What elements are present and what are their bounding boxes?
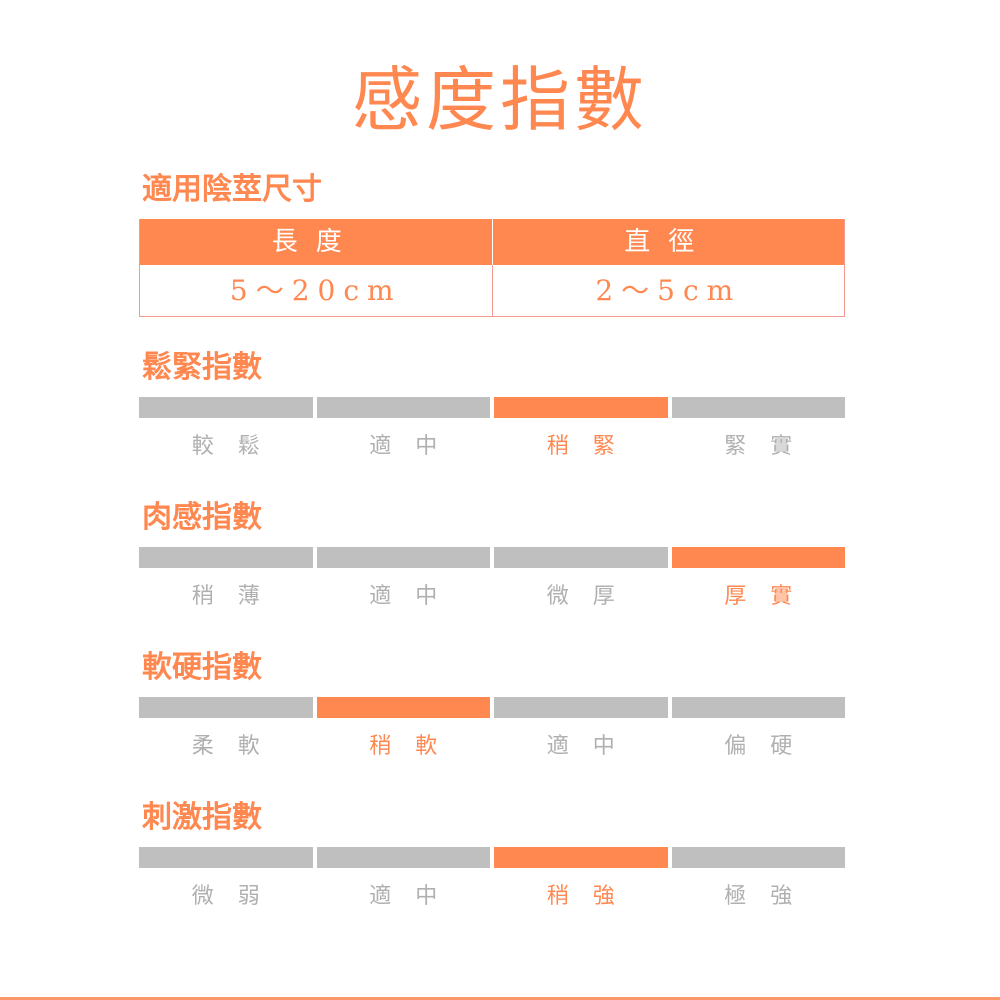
diameter-value: 2～5cm [491,265,845,316]
scale-label: 微弱 [191,884,284,909]
index-heading: 肉感指數 [142,500,262,535]
index-scale: 稍薄 適中 微厚 厚實 [139,547,845,612]
scale-segment [139,397,313,418]
length-value: 5～20cm [229,274,402,307]
index-scale: 柔軟 稍軟 適中 偏硬 [139,697,845,762]
scale-label: 偏硬 [724,734,817,759]
index-heading: 刺激指數 [142,800,262,835]
scale-segment-selected [671,547,845,568]
scale-segment [316,397,490,418]
scale-label: 適中 [369,884,462,909]
scale-segment [139,547,313,568]
scale-segment-selected [316,697,490,718]
size-heading: 適用陰莖尺寸 [142,172,322,207]
page-title: 感度指數 [352,59,648,141]
index-heading: 軟硬指數 [142,650,262,685]
scale-segment-selected [494,397,668,418]
scale-label: 極強 [724,884,817,909]
scale-segment [316,547,490,568]
scale-segment-selected [494,847,668,868]
scale-label: 較鬆 [191,434,284,459]
scale-segment [494,547,668,568]
column-header-diameter: 直徑 [491,219,844,265]
scale-label: 緊實 [724,434,817,459]
scale-label: 微厚 [546,584,639,609]
scale-label: 稍緊 [546,434,639,459]
scale-label: 稍薄 [191,584,284,609]
index-scale: 微弱 適中 稍強 極強 [139,847,845,912]
scale-label: 適中 [369,434,462,459]
index-heading: 鬆緊指數 [142,350,262,385]
scale-segment [494,697,668,718]
scale-label: 稍軟 [369,734,462,759]
scale-segment [671,697,845,718]
scale-segment [316,847,490,868]
scale-segment [139,697,313,718]
scale-label: 厚實 [724,584,817,609]
bottom-divider [0,997,1000,1000]
size-table: 長度 直徑 5～20cm 2～5cm [139,219,845,317]
column-header-length: 長度 [140,219,492,265]
scale-label: 適中 [546,734,639,759]
scale-segment [139,847,313,868]
scale-label: 稍強 [546,884,639,909]
scale-label: 適中 [369,584,462,609]
scale-segment [671,847,845,868]
scale-segment [671,397,845,418]
index-scale: 較鬆 適中 稍緊 緊實 [139,397,845,462]
scale-label: 柔軟 [191,734,284,759]
